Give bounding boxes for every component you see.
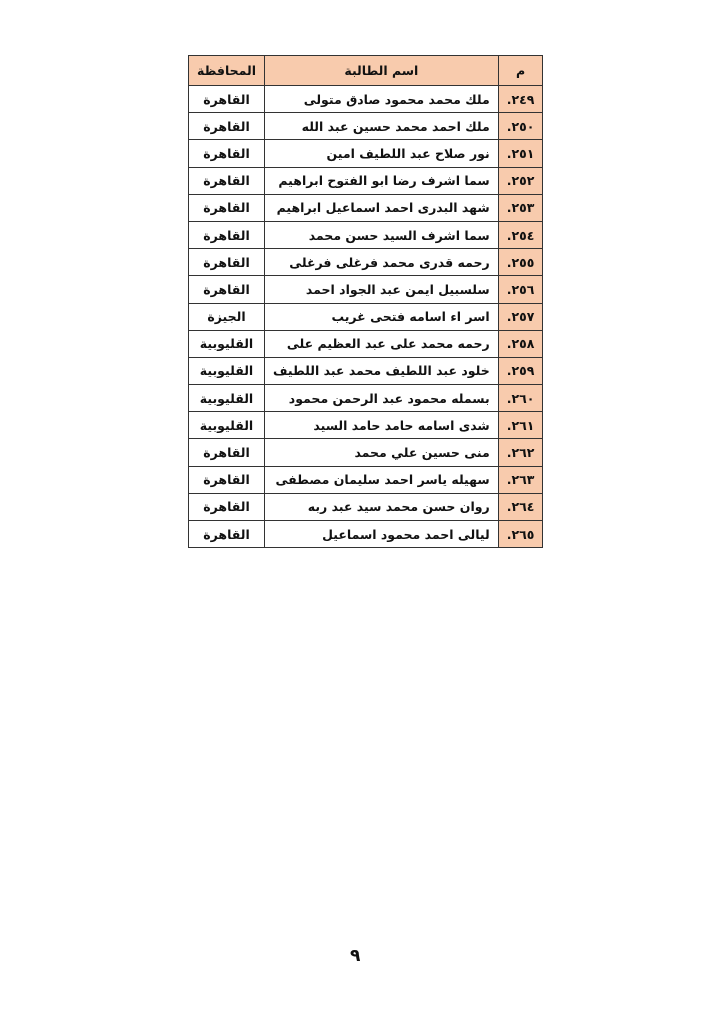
table-row: ٢٦٢. منى حسين علي محمد القاهرة — [187, 438, 544, 467]
governorate: القاهرة — [187, 275, 266, 304]
row-number: ٢٦١. — [497, 411, 544, 440]
table-row: ٢٥٩. خلود عبد اللطيف محمد عبد اللطيف القلي… — [187, 356, 544, 386]
row-number: ٢٥١. — [497, 139, 544, 168]
student-name: روان حسن محمد سيد عبد ربه — [264, 492, 499, 522]
row-number: ٢٥٥. — [497, 248, 544, 277]
table-row: ٢٥١. نور صلاح عبد اللطيف امين القاهرة — [187, 139, 544, 168]
student-name: رحمه محمد على عبد العظيم على — [264, 329, 499, 358]
governorate: القاهرة — [187, 112, 266, 141]
governorate: القاهرة — [187, 220, 266, 250]
student-name: بسمله محمود عبد الرحمن محمود — [264, 384, 499, 413]
table-row: ٢٥٥. رحمه قدرى محمد فرغلى فرغلى القاهرة — [187, 248, 544, 277]
student-name: ملك احمد محمد حسين عبد الله — [264, 112, 499, 141]
row-number: ٢٥٣. — [497, 193, 544, 222]
student-name: شهد البدرى احمد اسماعيل ابراهيم — [264, 193, 499, 222]
row-number: ٢٤٩. — [497, 84, 544, 114]
governorate: القاهرة — [187, 492, 266, 522]
header-name: اسم الطالبة — [264, 55, 499, 86]
table-row: ٢٦٠. بسمله محمود عبد الرحمن محمود القليوبي… — [187, 384, 544, 413]
row-number: ٢٦٢. — [497, 438, 544, 467]
table-header-row: م اسم الطالبة المحافظة — [187, 55, 544, 86]
governorate: القاهرة — [187, 166, 266, 195]
table-row: ٢٦٤. روان حسن محمد سيد عبد ربه القاهرة — [187, 492, 544, 522]
row-number: ٢٦٥. — [497, 519, 544, 549]
student-name: ليالى احمد محمود اسماعيل — [264, 519, 499, 549]
row-number: ٢٥٨. — [497, 329, 544, 358]
governorate: القاهرة — [187, 519, 266, 549]
governorate: القليوبية — [187, 356, 266, 386]
governorate: القليوبية — [187, 411, 266, 440]
governorate: القاهرة — [187, 193, 266, 222]
student-name: خلود عبد اللطيف محمد عبد اللطيف — [264, 356, 499, 386]
table-row: ٢٥٤. سما اشرف السيد حسن محمد القاهرة — [187, 220, 544, 250]
table-row: ٢٥٠. ملك احمد محمد حسين عبد الله القاهرة — [187, 112, 544, 141]
student-name: سهيله ياسر احمد سليمان مصطفى — [264, 465, 499, 494]
table-row: ٢٤٩. ملك محمد محمود صادق متولى القاهرة — [187, 84, 544, 114]
governorate: الجيزة — [187, 302, 266, 331]
student-name: سما اشرف رضا ابو الفتوح ابراهيم — [264, 166, 499, 195]
governorate: القليوبية — [187, 329, 266, 358]
students-table: م اسم الطالبة المحافظة ٢٤٩. ملك محمد محمو… — [187, 55, 544, 549]
row-number: ٢٥٩. — [497, 356, 544, 386]
row-number: ٢٥٦. — [497, 275, 544, 304]
page-number: ٩ — [350, 946, 361, 966]
row-number: ٢٦٣. — [497, 465, 544, 494]
student-name: منى حسين علي محمد — [264, 438, 499, 467]
row-number: ٢٥٢. — [497, 166, 544, 195]
row-number: ٢٥٧. — [497, 302, 544, 331]
header-gov: المحافظة — [187, 55, 266, 86]
header-num: م — [497, 55, 544, 86]
table-row: ٢٦٥. ليالى احمد محمود اسماعيل القاهرة — [187, 519, 544, 549]
governorate: القاهرة — [187, 465, 266, 494]
table-row: ٢٥٨. رحمه محمد على عبد العظيم على القليوبي… — [187, 329, 544, 358]
table-row: ٢٥٧. اسر اء اسامه فتحى غريب الجيزة — [187, 302, 544, 331]
table-row: ٢٥٦. سلسبيل ايمن عبد الجواد احمد القاهرة — [187, 275, 544, 304]
governorate: القليوبية — [187, 384, 266, 413]
governorate: القاهرة — [187, 248, 266, 277]
student-name: ملك محمد محمود صادق متولى — [264, 84, 499, 114]
row-number: ٢٦٤. — [497, 492, 544, 522]
row-number: ٢٥٤. — [497, 220, 544, 250]
student-name: سما اشرف السيد حسن محمد — [264, 220, 499, 250]
table-row: ٢٥٣. شهد البدرى احمد اسماعيل ابراهيم القاه… — [187, 193, 544, 222]
row-number: ٢٦٠. — [497, 384, 544, 413]
governorate: القاهرة — [187, 438, 266, 467]
governorate: القاهرة — [187, 139, 266, 168]
row-number: ٢٥٠. — [497, 112, 544, 141]
table-row: ٢٥٢. سما اشرف رضا ابو الفتوح ابراهيم القاه… — [187, 166, 544, 195]
student-name: اسر اء اسامه فتحى غريب — [264, 302, 499, 331]
governorate: القاهرة — [187, 84, 266, 114]
table-row: ٢٦١. شدى اسامه حامد حامد السيد القليوبية — [187, 411, 544, 440]
table-row: ٢٦٣. سهيله ياسر احمد سليمان مصطفى القاهرة — [187, 465, 544, 494]
student-name: سلسبيل ايمن عبد الجواد احمد — [264, 275, 499, 304]
student-name: شدى اسامه حامد حامد السيد — [264, 411, 499, 440]
student-name: رحمه قدرى محمد فرغلى فرغلى — [264, 248, 499, 277]
student-name: نور صلاح عبد اللطيف امين — [264, 139, 499, 168]
